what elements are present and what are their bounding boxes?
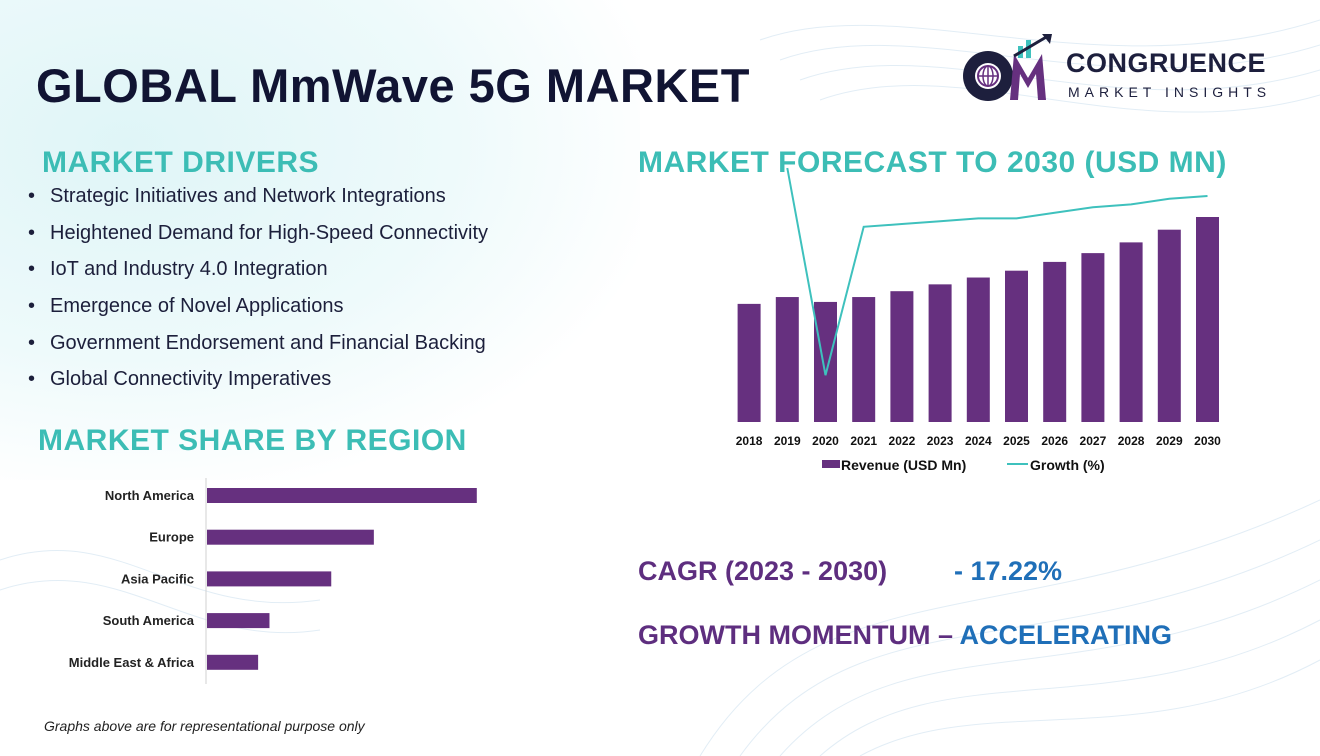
x-tick-label-2018: 2018 <box>736 434 763 448</box>
x-tick-label-2020: 2020 <box>812 434 839 448</box>
region-label-1: Europe <box>149 530 194 545</box>
globe-growth-arrow-icon <box>963 34 1052 101</box>
logo-brand-name: CONGRUENCE <box>1066 48 1267 78</box>
legend-growth-label: Growth (%) <box>1030 457 1105 473</box>
revenue-bar-2025 <box>1005 270 1028 422</box>
driver-item: • Government Endorsement and Financial Ba… <box>28 331 486 354</box>
revenue-bar-2018 <box>737 303 761 422</box>
x-tick-label-2026: 2026 <box>1041 434 1068 448</box>
driver-item: • Heightened Demand for High-Speed Connec… <box>28 221 489 244</box>
legend-revenue-label: Revenue (USD Mn) <box>841 457 966 473</box>
region-bar-0 <box>207 488 477 503</box>
x-tick-label-2022: 2022 <box>889 434 916 448</box>
page-title: GLOBAL MmWave 5G MARKET <box>36 59 750 112</box>
market-drivers-heading: MARKET DRIVERS <box>42 146 320 179</box>
growth-line <box>786 167 1208 376</box>
driver-item: • Emergence of Novel Applications <box>28 295 344 318</box>
x-tick-label-2025: 2025 <box>1003 434 1030 448</box>
company-logo: CONGRUENCE MARKET INSIGHTS <box>958 34 1278 106</box>
x-tick-label-2029: 2029 <box>1156 434 1183 448</box>
x-tick-label-2028: 2028 <box>1118 434 1145 448</box>
region-label-0: North America <box>105 488 195 503</box>
cagr-value: - 17.22% <box>954 556 1063 586</box>
revenue-bar-2026 <box>1043 261 1067 422</box>
revenue-bar-2030 <box>1196 217 1219 422</box>
market-drivers-list: • Strategic Initiatives and Network Integ… <box>28 180 488 400</box>
x-tick-label-2023: 2023 <box>927 434 954 448</box>
region-bar-1 <box>207 529 374 545</box>
region-bar-3 <box>207 613 270 629</box>
region-bar-4 <box>207 654 259 670</box>
background-wash <box>0 0 640 480</box>
revenue-bar-2023 <box>928 284 952 422</box>
revenue-bar-2028 <box>1119 242 1143 422</box>
cagr-label: CAGR (2023 - 2030) <box>638 556 888 586</box>
revenue-bar-2027 <box>1081 253 1105 422</box>
driver-item: • Strategic Initiatives and Network Integ… <box>28 185 446 207</box>
growth-momentum: GROWTH MOMENTUM – ACCELERATING <box>638 620 1172 651</box>
revenue-bar-2024 <box>966 277 990 422</box>
x-tick-label-2021: 2021 <box>850 434 877 448</box>
momentum-label: GROWTH MOMENTUM – <box>638 620 953 650</box>
region-bar-2 <box>207 571 332 587</box>
region-share-heading: MARKET SHARE BY REGION <box>38 424 467 457</box>
driver-item: • IoT and Industry 4.0 Integration <box>28 258 328 281</box>
momentum-value: ACCELERATING <box>952 620 1172 650</box>
region-label-4: Middle East & Africa <box>69 655 195 670</box>
x-tick-label-2027: 2027 <box>1080 434 1107 448</box>
driver-item: • Global Connectivity Imperatives <box>28 368 332 391</box>
revenue-bar-2020 <box>814 301 837 422</box>
x-tick-label-2030: 2030 <box>1194 434 1221 448</box>
legend-revenue-swatch <box>822 460 840 468</box>
x-tick-label-2024: 2024 <box>965 434 992 448</box>
revenue-bar-2022 <box>890 291 914 422</box>
revenue-bar-2021 <box>852 297 876 422</box>
logo-tagline: MARKET INSIGHTS <box>1068 84 1272 100</box>
revenue-bar-2029 <box>1157 229 1181 422</box>
region-label-2: Asia Pacific <box>121 571 194 586</box>
x-tick-label-2019: 2019 <box>774 434 801 448</box>
forecast-heading: MARKET FORECAST TO 2030 (USD MN) <box>638 146 1227 179</box>
revenue-bar-2019 <box>775 297 799 422</box>
region-label-3: South America <box>103 613 195 628</box>
footnote: Graphs above are for representational pu… <box>44 718 365 734</box>
